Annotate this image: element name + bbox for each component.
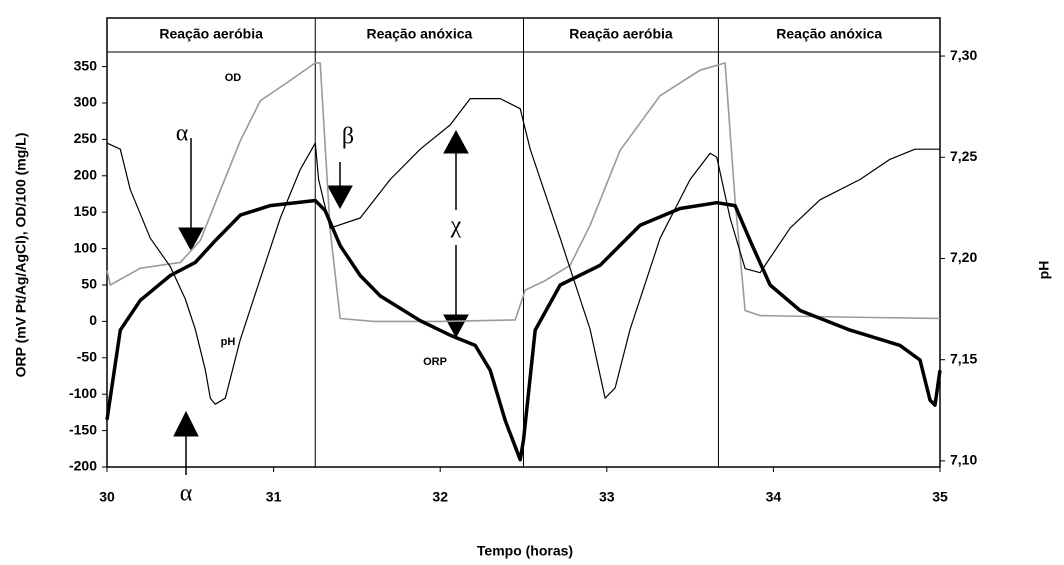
annotation: α: [180, 481, 193, 507]
annotation: OD: [225, 72, 242, 84]
x-tick-label: 33: [599, 489, 615, 505]
arrows: [173, 129, 469, 475]
x-tick-label: 34: [766, 489, 782, 505]
x-tick-label: 32: [432, 489, 448, 505]
y-tick-label: 100: [74, 239, 98, 255]
series-line: [105, 198, 942, 462]
y2-tick-label: 7,20: [950, 249, 977, 265]
y2-tick-label: 7,30: [950, 47, 977, 63]
y-tick-label: 150: [74, 203, 98, 219]
y2-tick-label: 7,10: [950, 452, 977, 468]
y-tick-label: -100: [69, 385, 97, 401]
arrowhead: [173, 410, 199, 437]
y-tick-label: 250: [74, 130, 98, 146]
y-tick-label: 300: [74, 94, 98, 110]
y-tick-label: 50: [81, 276, 97, 292]
annotation: β: [342, 124, 354, 150]
annotation: pH: [221, 336, 236, 348]
phase-label: Reação anóxica: [776, 26, 882, 42]
y2-axis-label: pH: [1036, 261, 1052, 280]
annotation: χ: [450, 213, 462, 239]
y-tick-label: 200: [74, 166, 98, 182]
annotation: α: [176, 121, 189, 147]
y-tick-label: -150: [69, 421, 97, 437]
x-axis-label: Tempo (horas): [477, 543, 573, 559]
y-tick-label: -50: [77, 348, 97, 364]
y2-tick-label: 7,25: [950, 148, 977, 164]
y2-tick-label: 7,15: [950, 350, 977, 366]
arrowhead: [327, 185, 353, 210]
y-tick-label: 0: [89, 312, 97, 328]
arrowhead: [178, 227, 204, 252]
series-line: [106, 62, 941, 323]
phase-label: Reação aeróbia: [159, 26, 263, 42]
annotation: ORP: [423, 356, 447, 368]
x-tick-label: 35: [932, 489, 948, 505]
x-tick-label: 31: [266, 489, 282, 505]
phase-label: Reação anóxica: [366, 26, 472, 42]
x-tick-label: 30: [99, 489, 115, 505]
y-axis-label: ORP (mV Pt/Ag/AgCl), OD/100 (mg/L): [13, 133, 29, 378]
y-tick-label: -200: [69, 458, 97, 474]
arrowhead: [443, 129, 469, 154]
series-line: [106, 98, 940, 405]
phase-label: Reação aeróbia: [569, 26, 673, 42]
y-tick-label: 350: [74, 57, 98, 73]
